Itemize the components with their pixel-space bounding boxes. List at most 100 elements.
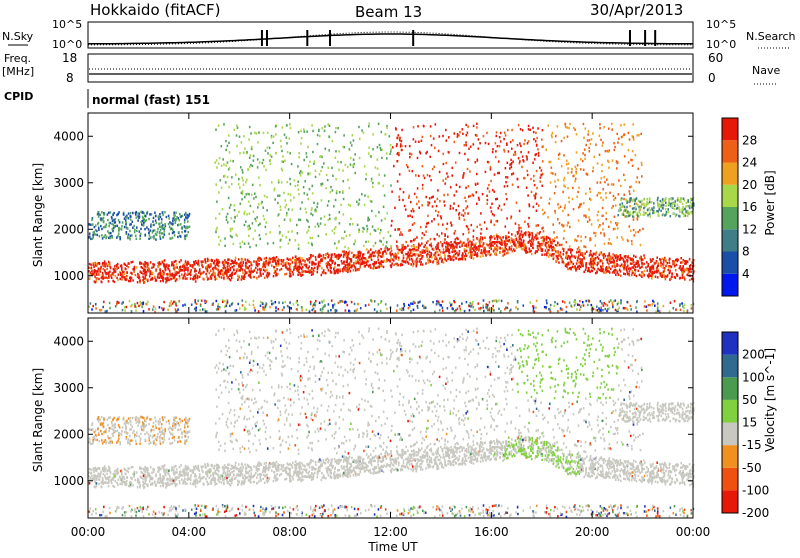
power-near-range-point xyxy=(345,309,347,311)
power-band-point xyxy=(198,265,200,267)
power-near-range-point xyxy=(510,309,512,311)
power-band-point xyxy=(155,270,157,272)
power-scatter-point xyxy=(342,190,344,192)
power-near-range-point xyxy=(515,306,517,308)
power-near-range-point xyxy=(646,309,648,311)
power-scatter-point xyxy=(439,200,441,202)
power-scatter-point xyxy=(317,143,319,145)
nsearch-label: N.Search xyxy=(746,30,796,43)
power-scatter-point xyxy=(585,246,587,248)
power-band-point xyxy=(489,246,491,248)
power-scatter-point xyxy=(533,206,535,208)
power-near-range-point xyxy=(442,309,444,311)
power-evening-point xyxy=(643,211,645,213)
power-scatter-point xyxy=(611,207,613,209)
power-band-point xyxy=(270,258,272,260)
power-near-range-point xyxy=(691,307,693,309)
power-near-range-point xyxy=(652,303,654,305)
power-scatter-point xyxy=(246,179,248,181)
power-scatter-point xyxy=(256,216,258,218)
power-scatter-point xyxy=(414,222,416,224)
power-band-point xyxy=(479,242,481,244)
power-scatter-point xyxy=(244,243,246,245)
power-scatter-point xyxy=(541,244,543,246)
power-band-point xyxy=(297,274,299,276)
power-band-point xyxy=(379,251,381,253)
power-band-point xyxy=(663,271,665,273)
power-near-range-point xyxy=(575,302,577,304)
power-morning-point xyxy=(130,218,132,220)
power-scatter-point xyxy=(281,150,283,152)
power-band-point xyxy=(671,272,673,274)
power-scatter-point xyxy=(462,133,464,135)
power-near-range-point xyxy=(579,304,581,306)
power-band-point xyxy=(149,275,151,277)
power-scatter-point xyxy=(231,217,233,219)
power-near-range-point xyxy=(355,310,357,312)
power-scatter-point xyxy=(414,238,416,240)
power-near-range-point xyxy=(217,305,219,307)
power-band-point xyxy=(471,251,473,253)
power-band-point xyxy=(574,265,576,267)
power-band-point xyxy=(334,262,336,264)
power-morning-point xyxy=(153,217,155,219)
power-band-point xyxy=(416,261,418,263)
power-scatter-point xyxy=(227,176,229,178)
power-band-point xyxy=(211,260,213,262)
power-scatter-point xyxy=(600,232,602,234)
power-band-point xyxy=(612,257,614,259)
power-scatter-point xyxy=(516,202,518,204)
power-band-point xyxy=(682,265,684,267)
power-scatter-point xyxy=(496,198,498,200)
power-band-point xyxy=(311,263,313,265)
power-band-point xyxy=(397,246,399,248)
power-scatter-point xyxy=(396,137,398,139)
power-near-range-point xyxy=(153,305,155,307)
power-scatter-point xyxy=(551,136,553,138)
power-band-point xyxy=(442,251,444,253)
power-scatter-point xyxy=(476,226,478,228)
power-morning-point xyxy=(139,230,141,232)
power-scatter-point xyxy=(381,157,383,159)
power-band-point xyxy=(227,270,229,272)
power-scatter-point xyxy=(252,184,254,186)
power-scatter-point xyxy=(338,241,340,243)
power-band-point xyxy=(405,246,407,248)
power-scatter-point xyxy=(254,132,256,134)
power-scatter-point xyxy=(550,161,552,163)
power-scatter-point xyxy=(624,179,626,181)
power-scatter-point xyxy=(269,154,271,156)
power-morning-point xyxy=(189,226,191,228)
power-scatter-point xyxy=(236,134,238,136)
power-near-range-point xyxy=(669,310,671,312)
power-near-range-point xyxy=(457,308,459,310)
power-morning-point xyxy=(164,211,166,213)
power-scatter-point xyxy=(506,239,508,241)
power-band-point xyxy=(560,251,562,253)
power-band-point xyxy=(212,268,214,270)
power-band-point xyxy=(546,252,548,254)
power-scatter-point xyxy=(444,238,446,240)
power-near-range-point xyxy=(535,306,537,308)
power-scatter-point xyxy=(280,246,282,248)
power-band-point xyxy=(472,253,474,255)
power-scatter-point xyxy=(486,228,488,230)
power-band-point xyxy=(674,265,676,267)
power-band-point xyxy=(257,259,259,261)
power-band-point xyxy=(318,264,320,266)
power-band-point xyxy=(147,264,149,266)
power-scatter-point xyxy=(564,230,566,232)
power-near-range-point xyxy=(627,301,629,303)
power-scatter-point xyxy=(224,245,226,247)
power-scatter-point xyxy=(242,241,244,243)
power-scatter-point xyxy=(271,136,273,138)
power-band-point xyxy=(311,274,313,276)
power-scatter-point xyxy=(241,192,243,194)
power-scatter-point xyxy=(590,199,592,201)
power-scatter-point xyxy=(262,207,264,209)
power-band-point xyxy=(605,255,607,257)
power-scatter-point xyxy=(343,180,345,182)
power-scatter-point xyxy=(520,128,522,130)
power-scatter-point xyxy=(454,194,456,196)
power-near-range-point xyxy=(546,299,548,301)
